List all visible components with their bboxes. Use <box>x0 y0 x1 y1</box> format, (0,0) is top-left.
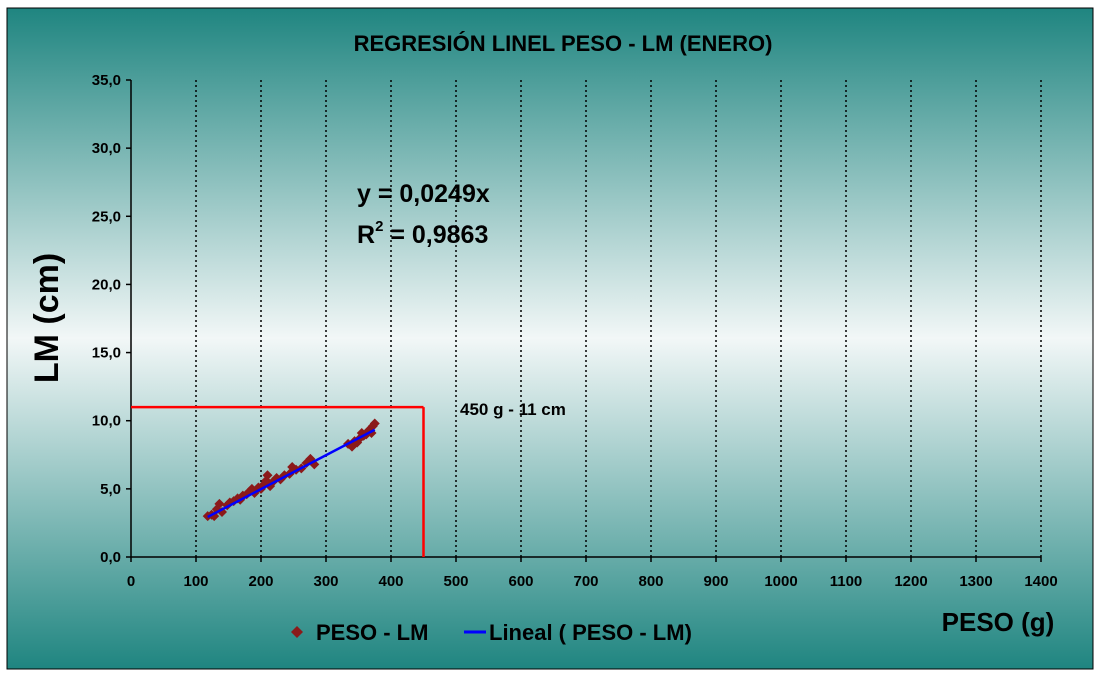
legend: PESO - LM Lineal ( PESO - LM) <box>291 620 692 645</box>
x-axis-ticks: 0 100 200 300 400 500 600 700 800 900 1000 1100 1200… <box>127 557 1058 590</box>
x-tick-label: 500 <box>443 573 468 590</box>
x-tick-label: 300 <box>313 573 338 590</box>
r2-superscript: 2 <box>375 218 383 235</box>
x-tick-label: 100 <box>183 573 208 590</box>
data-point <box>214 498 225 509</box>
chart-title: REGRESIÓN LINEL PESO - LM (ENERO) <box>354 31 773 56</box>
y-tick-label: 10,0 <box>92 413 121 430</box>
y-tick-label: 25,0 <box>92 208 121 225</box>
x-tick-label: 1400 <box>1024 573 1057 590</box>
chart-background <box>6 7 1094 670</box>
x-tick-label: 400 <box>378 573 403 590</box>
equation-label: y = 0,0249x <box>357 180 490 208</box>
x-tick-label: 1200 <box>894 573 927 590</box>
legend-item-lineal: Lineal ( PESO - LM) <box>489 620 692 645</box>
trendline <box>207 428 376 519</box>
legend-marker-diamond-icon <box>291 626 303 638</box>
x-tick-label: 600 <box>508 573 533 590</box>
x-tick-label: 200 <box>248 573 273 590</box>
y-tick-label: 15,0 <box>92 345 121 362</box>
data-point <box>262 470 273 481</box>
y-axis-label: LM (cm) <box>28 253 66 383</box>
x-tick-label: 0 <box>127 573 135 590</box>
y-tick-label: 0,0 <box>100 549 121 566</box>
r2-value: = 0,9863 <box>383 221 488 249</box>
y-tick-label: 35,0 <box>92 72 121 89</box>
x-tick-label: 1300 <box>959 573 992 590</box>
x-tick-label: 1000 <box>764 573 797 590</box>
x-tick-label: 700 <box>573 573 598 590</box>
y-tick-label: 30,0 <box>92 140 121 157</box>
legend-item-peso-lm: PESO - LM <box>316 620 428 645</box>
y-tick-label: 20,0 <box>92 276 121 293</box>
data-point <box>369 418 380 429</box>
trendline-segment <box>207 428 376 519</box>
y-axis-ticks: 0,0 5,0 10,0 15,0 20,0 25,0 30,0 35,0 <box>92 72 131 566</box>
y-tick-label: 5,0 <box>100 481 121 498</box>
reference-lines <box>131 405 425 557</box>
x-axis-label: PESO (g) <box>942 607 1055 637</box>
x-tick-label: 900 <box>703 573 728 590</box>
r-squared-label: R2 = 0,9863 <box>357 218 488 249</box>
x-tick-label: 800 <box>638 573 663 590</box>
data-point <box>209 511 220 522</box>
x-tick-label: 1100 <box>830 573 863 590</box>
r2-letter: R <box>357 221 375 249</box>
reference-label: 450 g - 11 cm <box>460 400 566 419</box>
